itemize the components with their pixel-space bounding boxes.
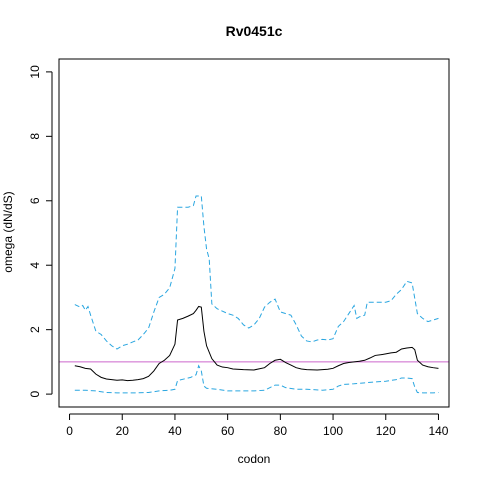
plot-area: 0 20 40 60 80 100 120 140 0 2 4 6 8 10 xyxy=(28,65,449,438)
x-tick-label: 140 xyxy=(428,424,448,438)
y-tick-label: 2 xyxy=(28,326,42,333)
estimate-line xyxy=(74,305,439,382)
lower-bound-line xyxy=(74,364,439,394)
y-tick-label: 10 xyxy=(28,65,42,79)
x-tick-label: 0 xyxy=(66,424,73,438)
x-tick-label: 20 xyxy=(116,424,130,438)
plot-frame xyxy=(58,58,450,408)
x-tick-label: 120 xyxy=(376,424,396,438)
x-tick-label: 100 xyxy=(323,424,343,438)
x-tick-label: 40 xyxy=(168,424,182,438)
y-axis-label: omega (dN/dS) xyxy=(1,191,15,272)
y-tick-label: 4 xyxy=(28,262,42,269)
chart-title: Rv0451c xyxy=(226,23,283,39)
x-tick-label: 60 xyxy=(221,424,235,438)
upper-bound-line xyxy=(74,195,439,350)
y-tick-label: 0 xyxy=(28,390,42,397)
x-axis-label: codon xyxy=(238,452,271,466)
y-tick-label: 8 xyxy=(28,133,42,140)
x-tick-label: 80 xyxy=(274,424,288,438)
y-tick-label: 6 xyxy=(28,197,42,204)
